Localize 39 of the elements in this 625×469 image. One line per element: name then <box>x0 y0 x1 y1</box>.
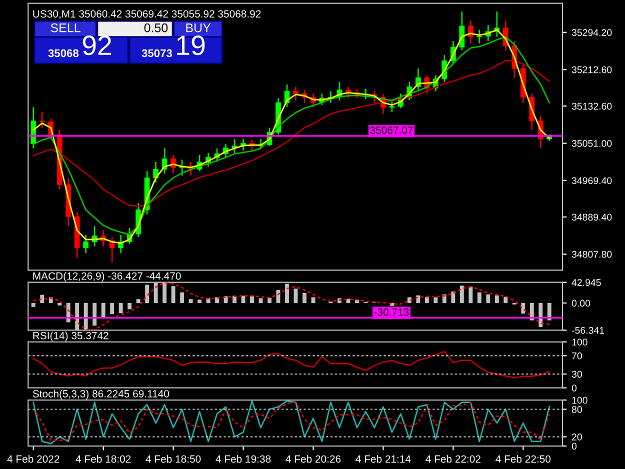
y-tick-label: 35132.60 <box>572 102 612 110</box>
y-tick-label: 30 <box>572 370 582 378</box>
x-tick-label: 4 Feb 22:02 <box>426 455 480 463</box>
x-tick-label: 4 Feb 18:02 <box>76 455 131 463</box>
ref-line-label: 35067.07 <box>370 126 413 134</box>
chart-title: RSI(14) 35.3742 <box>33 332 108 342</box>
text: US30,M1 35060.42 35069.42 35055.92 35068.92 <box>33 10 261 19</box>
y-tick-label: 100 <box>572 396 588 404</box>
x-tick-label: 4 Feb 19:38 <box>216 455 271 463</box>
annotation: 0.50 <box>144 23 168 32</box>
y-tick-label: 0 <box>572 384 577 392</box>
y-tick-label: 42.945 <box>572 279 601 286</box>
y-tick-label: 35051.00 <box>572 140 612 147</box>
annotation: 35068 <box>48 49 79 58</box>
y-tick-label: 34969.40 <box>572 177 612 184</box>
y-tick-label: 100 <box>572 338 588 346</box>
annotation: 92 <box>82 36 112 56</box>
y-tick-label: -56.341 <box>572 326 604 334</box>
x-tick-label: 4 Feb 18:50 <box>146 455 201 463</box>
annotation: SELL <box>50 23 80 32</box>
x-tick-label: 4 Feb 21:14 <box>356 455 411 463</box>
x-tick-label: 4 Feb 2022 <box>7 455 60 463</box>
annotation: BUY <box>186 24 211 32</box>
y-tick-label: 0 <box>572 442 577 450</box>
ref-line-label: -30.713 <box>374 308 409 316</box>
y-tick-label: 34807.80 <box>572 250 612 258</box>
chart-title: Stoch(5,3,3) 86.2245 69.1140 <box>32 390 170 400</box>
y-tick-label: 70 <box>572 352 582 360</box>
chart-title: MACD(12,26,9) -36.427 -44.470 <box>33 272 181 282</box>
x-tick-label: 4 Feb 20:26 <box>286 455 341 463</box>
y-tick-label: 20 <box>572 434 582 440</box>
y-tick-label: 80 <box>572 406 582 413</box>
y-tick-label: 35294.20 <box>572 29 612 36</box>
y-tick-label: 35212.60 <box>572 66 612 74</box>
y-tick-label: 0.00 <box>572 300 590 307</box>
annotation: 35073 <box>142 49 172 58</box>
y-tick-label: 34889.40 <box>572 214 612 221</box>
annotation: 19 <box>177 36 205 56</box>
x-tick-label: 4 Feb 22:50 <box>496 455 551 463</box>
